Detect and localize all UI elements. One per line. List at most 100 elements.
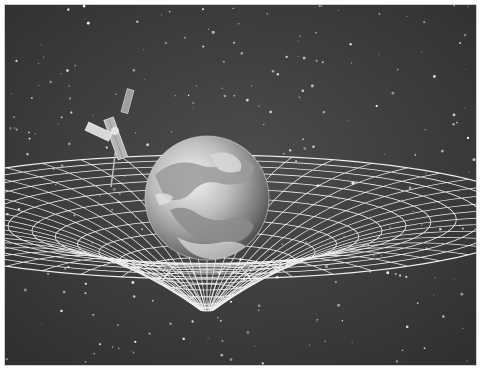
star-icon <box>183 36 186 39</box>
star-icon <box>466 360 468 362</box>
star-icon <box>293 143 295 145</box>
grid-spoke <box>5 225 201 311</box>
star-icon <box>466 136 470 140</box>
grid-spoke <box>209 257 373 312</box>
grid-spoke <box>211 178 470 310</box>
star-icon <box>38 84 40 86</box>
star-icon <box>216 316 219 319</box>
star-icon <box>84 292 87 295</box>
grid-spoke <box>163 262 207 312</box>
star-icon <box>191 320 194 323</box>
grid-spoke <box>213 203 476 311</box>
star-icon <box>57 123 59 125</box>
star-icon <box>222 60 225 63</box>
star-icon <box>295 160 297 163</box>
star-icon <box>416 302 419 304</box>
grid-spoke <box>41 162 205 310</box>
star-icon <box>351 62 353 64</box>
star-icon <box>343 235 345 238</box>
star-icon <box>299 35 302 38</box>
star-icon <box>121 179 123 181</box>
star-icon <box>26 153 29 156</box>
star-icon <box>116 324 119 327</box>
star-icon <box>412 210 414 212</box>
spacetime-grid-icon <box>5 154 476 312</box>
star-icon <box>458 190 460 192</box>
earth-icon <box>144 135 270 261</box>
star-icon <box>66 69 69 72</box>
star-icon <box>318 5 321 8</box>
star-icon <box>187 94 190 97</box>
star-icon <box>132 295 136 298</box>
star-icon <box>148 332 151 335</box>
star-icon <box>401 349 404 352</box>
star-icon <box>378 12 381 15</box>
star-icon <box>112 187 116 191</box>
star-icon <box>246 331 250 334</box>
star-icon <box>233 41 236 44</box>
star-icon <box>467 6 469 8</box>
star-icon <box>310 84 314 88</box>
star-icon <box>423 347 426 350</box>
star-icon <box>60 116 63 119</box>
star-icon <box>452 123 455 126</box>
star-icon <box>303 147 307 150</box>
grid-spoke <box>210 167 409 310</box>
star-icon <box>60 309 63 313</box>
star-icon <box>130 350 132 352</box>
star-icon <box>380 255 383 257</box>
star-icon <box>28 137 31 140</box>
star-icon <box>251 85 253 87</box>
star-icon <box>405 275 408 278</box>
star-icon <box>115 93 117 96</box>
star-icon <box>219 319 222 322</box>
star-icon <box>312 145 315 148</box>
star-icon <box>271 69 275 73</box>
star-icon <box>30 97 33 99</box>
star-icon <box>465 68 467 70</box>
spacetime-illustration <box>5 5 476 365</box>
star-icon <box>316 319 318 321</box>
star-icon <box>82 5 86 8</box>
grid-spoke <box>212 237 476 311</box>
star-icon <box>43 56 45 58</box>
grid-spoke <box>5 206 202 310</box>
star-icon <box>414 154 417 156</box>
grid-spoke <box>5 179 203 310</box>
star-icon <box>134 131 137 134</box>
star-icon <box>281 243 284 246</box>
star-icon <box>169 10 171 13</box>
star-icon <box>68 97 72 100</box>
star-icon <box>170 131 172 133</box>
star-icon <box>321 61 324 64</box>
star-icon <box>74 64 76 67</box>
star-icon <box>314 7 315 9</box>
grid-spoke <box>5 219 201 311</box>
grid-spoke <box>212 187 476 310</box>
star-icon <box>68 142 71 146</box>
star-icon <box>283 152 285 155</box>
star-icon <box>84 18 86 19</box>
grid-spoke <box>211 172 441 310</box>
star-icon <box>453 5 456 7</box>
star-icon <box>229 300 233 303</box>
star-icon <box>28 131 30 134</box>
star-icon <box>207 28 209 30</box>
star-icon <box>297 56 299 58</box>
grid-spoke <box>211 251 441 312</box>
star-icon <box>258 105 260 107</box>
star-icon <box>233 94 236 97</box>
star-icon <box>315 31 317 34</box>
star-icon <box>424 129 426 131</box>
star-icon <box>266 12 269 15</box>
star-icon <box>92 313 95 316</box>
star-icon <box>131 281 135 284</box>
star-icon <box>459 42 462 44</box>
star-icon <box>389 226 392 229</box>
satellite-icon <box>84 88 135 188</box>
star-icon <box>455 121 458 124</box>
grid-spoke <box>5 229 201 311</box>
star-icon <box>405 325 409 329</box>
star-icon <box>298 96 301 98</box>
star-icon <box>442 315 445 318</box>
